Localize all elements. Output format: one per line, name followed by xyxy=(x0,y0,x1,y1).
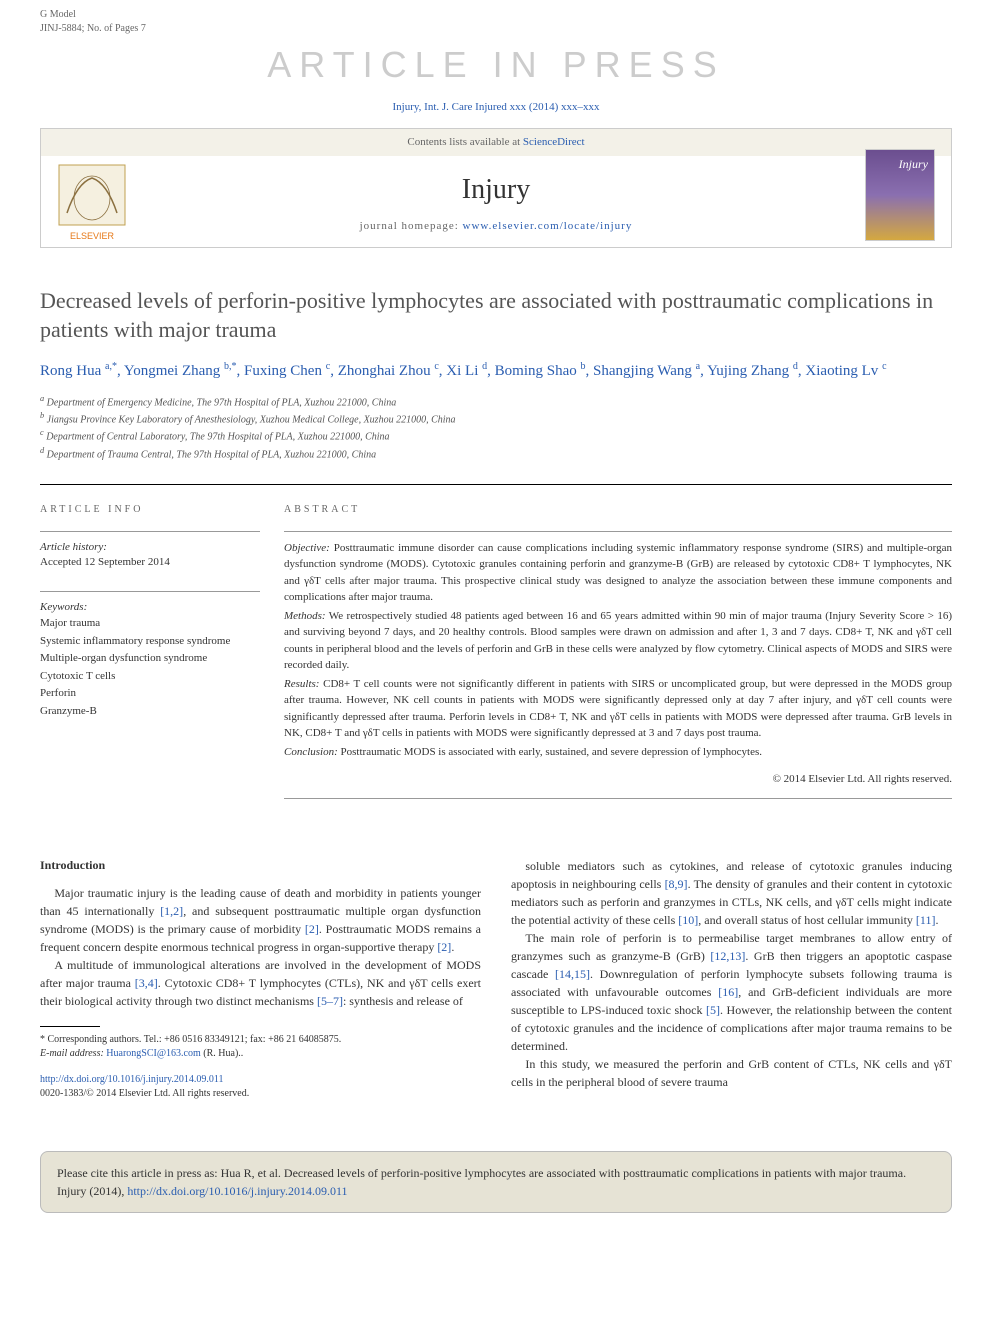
abstract-label: ABSTRACT xyxy=(284,503,952,525)
reference-link[interactable]: [8,9] xyxy=(665,877,688,891)
affiliations-list: a Department of Emergency Medicine, The … xyxy=(40,393,952,476)
issn-line: 0020-1383/© 2014 Elsevier Ltd. All right… xyxy=(40,1087,481,1101)
history-text: Accepted 12 September 2014 xyxy=(40,555,260,570)
abstract-text: Objective: Posttraumatic immune disorder… xyxy=(284,540,952,761)
reference-link[interactable]: [11] xyxy=(916,913,936,927)
keyword-item: Multiple-organ dysfunction syndrome xyxy=(40,650,260,668)
keywords-list: Major traumaSystemic inflammatory respon… xyxy=(40,615,260,721)
affiliation-item: b Jiangsu Province Key Laboratory of Ane… xyxy=(40,410,952,427)
journal-name: Injury xyxy=(41,156,951,219)
keyword-item: Major trauma xyxy=(40,615,260,633)
reference-link[interactable]: [2] xyxy=(305,922,319,936)
reference-link[interactable]: [3,4] xyxy=(135,976,158,990)
corresponding-email-link[interactable]: HuarongSCI@163.com xyxy=(106,1048,200,1059)
keyword-item: Cytotoxic T cells xyxy=(40,668,260,686)
contents-list-line: Contents lists available at ScienceDirec… xyxy=(41,129,951,156)
abstract-column: ABSTRACT Objective: Posttraumatic immune… xyxy=(284,503,952,807)
running-header: G Model JINJ-5884; No. of Pages 7 xyxy=(0,0,992,40)
reference-link[interactable]: [1,2] xyxy=(160,904,183,918)
article-title: Decreased levels of perforin-positive ly… xyxy=(40,268,952,359)
reference-link[interactable]: [12,13] xyxy=(710,949,745,963)
journal-header-box: ELSEVIER Injury Contents lists available… xyxy=(40,128,952,248)
reference-link[interactable]: [10] xyxy=(678,913,698,927)
article-id: JINJ-5884; No. of Pages 7 xyxy=(40,22,146,36)
introduction-heading: Introduction xyxy=(40,857,481,884)
reference-link[interactable]: [5–7] xyxy=(317,994,343,1008)
keyword-item: Perforin xyxy=(40,685,260,703)
body-paragraph: The main role of perforin is to permeabi… xyxy=(511,929,952,1055)
journal-homepage-link[interactable]: www.elsevier.com/locate/injury xyxy=(463,220,633,232)
model-label: G Model xyxy=(40,8,146,22)
reference-link[interactable]: [5] xyxy=(706,1003,720,1017)
doi-link[interactable]: http://dx.doi.org/10.1016/j.injury.2014.… xyxy=(40,1074,224,1085)
reference-link[interactable]: [16] xyxy=(718,985,738,999)
watermark: ARTICLE IN PRESS xyxy=(0,40,992,100)
keyword-item: Systemic inflammatory response syndrome xyxy=(40,633,260,651)
authors-list: Rong Hua a,*, Yongmei Zhang b,*, Fuxing … xyxy=(40,359,952,393)
journal-homepage-line: journal homepage: www.elsevier.com/locat… xyxy=(41,219,951,246)
journal-cover-thumbnail: Injury xyxy=(865,149,935,241)
cover-label: Injury xyxy=(899,156,928,173)
body-left-text: Major traumatic injury is the leading ca… xyxy=(40,884,481,1010)
svg-text:ELSEVIER: ELSEVIER xyxy=(70,231,115,241)
sciencedirect-link[interactable]: ScienceDirect xyxy=(523,136,585,148)
affiliation-item: a Department of Emergency Medicine, The … xyxy=(40,393,952,410)
citation-doi-link[interactable]: http://dx.doi.org/10.1016/j.injury.2014.… xyxy=(127,1184,347,1198)
keyword-item: Granzyme-B xyxy=(40,703,260,721)
footnote-block: * Corresponding authors. Tel.: +86 0516 … xyxy=(40,1033,481,1061)
body-columns: Introduction Major traumatic injury is t… xyxy=(40,807,952,1101)
reference-link[interactable]: [2] xyxy=(437,940,451,954)
elsevier-logo: ELSEVIER xyxy=(57,163,127,243)
body-paragraph: soluble mediators such as cytokines, and… xyxy=(511,857,952,929)
journal-reference: Injury, Int. J. Care Injured xxx (2014) … xyxy=(0,100,992,127)
affiliation-item: c Department of Central Laboratory, The … xyxy=(40,427,952,444)
citation-box: Please cite this article in press as: Hu… xyxy=(40,1151,952,1213)
body-paragraph: Major traumatic injury is the leading ca… xyxy=(40,884,481,956)
divider xyxy=(40,484,952,485)
body-right-text: soluble mediators such as cytokines, and… xyxy=(511,857,952,1091)
copyright-line: © 2014 Elsevier Ltd. All rights reserved… xyxy=(284,762,952,787)
article-info-column: ARTICLE INFO Article history: Accepted 1… xyxy=(40,503,260,807)
corresponding-author: * Corresponding authors. Tel.: +86 0516 … xyxy=(40,1033,481,1047)
body-paragraph: In this study, we measured the perforin … xyxy=(511,1055,952,1091)
reference-link[interactable]: [14,15] xyxy=(555,967,590,981)
keywords-label: Keywords: xyxy=(40,600,260,615)
body-paragraph: A multitude of immunological alterations… xyxy=(40,956,481,1010)
affiliation-item: d Department of Trauma Central, The 97th… xyxy=(40,445,952,462)
history-label: Article history: xyxy=(40,540,260,555)
article-info-label: ARTICLE INFO xyxy=(40,503,260,525)
body-right-column: soluble mediators such as cytokines, and… xyxy=(511,857,952,1101)
footnote-separator xyxy=(40,1026,100,1027)
body-left-column: Introduction Major traumatic injury is t… xyxy=(40,857,481,1101)
